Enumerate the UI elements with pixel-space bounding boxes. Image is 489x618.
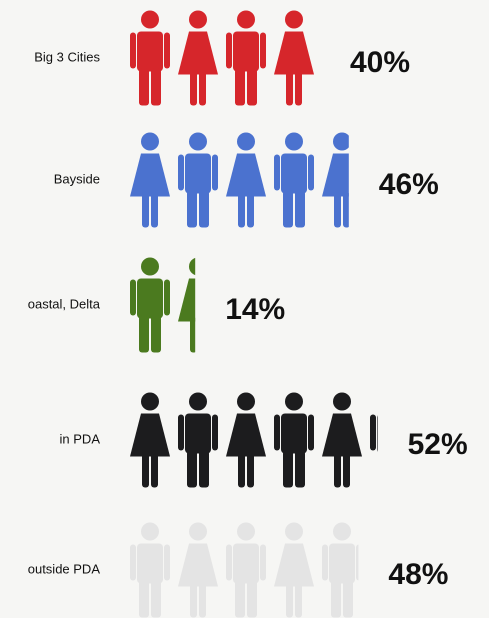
category-label: outside PDA xyxy=(28,561,101,576)
value-label: 46% xyxy=(379,168,439,201)
category-label: oastal, Delta xyxy=(28,296,101,311)
category-label: Bayside xyxy=(54,171,100,186)
pictogram-row xyxy=(130,132,349,228)
pictogram-row xyxy=(130,10,314,106)
value-label: 40% xyxy=(350,46,410,79)
pictogram-row xyxy=(130,392,378,488)
value-label: 48% xyxy=(388,558,448,591)
category-label: in PDA xyxy=(60,431,101,446)
category-label: Big 3 Cities xyxy=(34,49,100,64)
pictogram-row xyxy=(130,522,359,618)
value-label: 52% xyxy=(408,428,468,461)
value-label: 14% xyxy=(225,293,285,326)
pictogram-row xyxy=(130,257,196,353)
